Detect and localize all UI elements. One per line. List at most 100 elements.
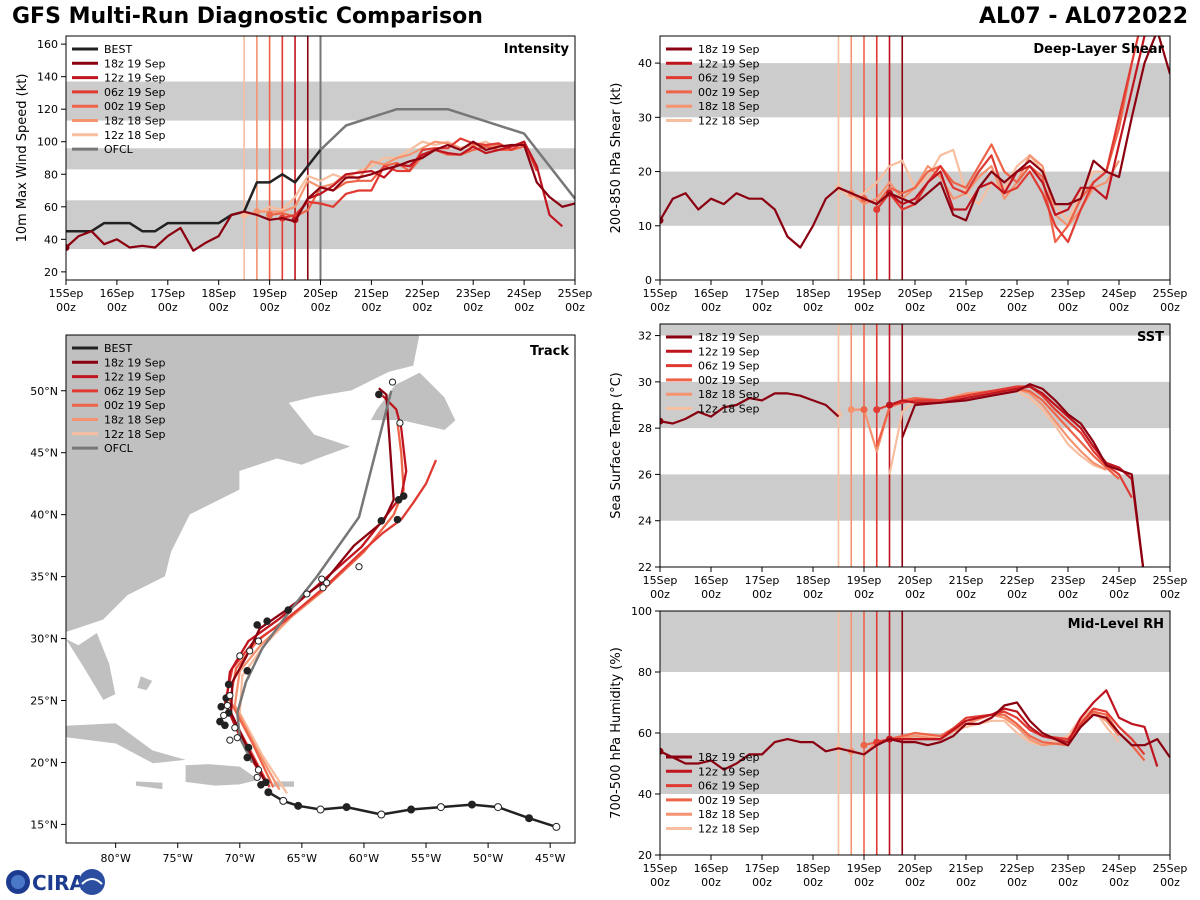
x-tick-label: 20Sep [898, 574, 933, 587]
legend-label: 06z 19 Sep [104, 86, 166, 99]
best-position-marker [467, 800, 476, 809]
forecast-position-marker [393, 515, 402, 524]
legend-label: OFCL [104, 442, 134, 455]
forecast-position-marker [226, 691, 234, 700]
legend-label: 00z 19 Sep [698, 86, 760, 99]
panel-title: SST [1137, 330, 1164, 345]
legend-label: 18z 18 Sep [104, 414, 166, 427]
forecast-position-marker [303, 590, 311, 598]
y-axis-label: 200-850 hPa Shear (kt) [609, 83, 624, 234]
x-tick-label: 21Sep [949, 574, 984, 587]
y-tick-label: 30°N [30, 633, 58, 646]
forecast-position-marker [284, 606, 293, 614]
best-position-marker [342, 803, 351, 812]
legend-label: 18z 19 Sep [104, 57, 166, 70]
y-axis-label: Sea Surface Temp (°C) [609, 372, 624, 519]
y-tick-label: 50°N [30, 385, 58, 398]
y-tick-label: 15°N [30, 818, 58, 831]
track-plot-area [66, 335, 561, 831]
legend-label: 06z 19 Sep [104, 385, 166, 398]
x-tick-label: 00z [209, 301, 229, 314]
x-tick-label: 00z [1109, 301, 1129, 314]
x-tick-label: 00z [650, 588, 670, 601]
x-tick-label: 19Sep [847, 287, 882, 300]
x-tick-label: 00z [107, 301, 127, 314]
x-tick-label: 00z [752, 588, 772, 601]
y-tick-label: 20 [638, 166, 652, 179]
best-position-marker [264, 788, 273, 797]
y-axis-label: 700-500 hPa Humidity (%) [609, 647, 624, 819]
forecast-position-marker [257, 780, 265, 789]
logo-text: CIRA [32, 871, 86, 895]
x-tick-label: 00z [412, 301, 432, 314]
x-tick-label: 45°W [535, 852, 565, 865]
y-tick-label: 32 [638, 330, 652, 343]
x-tick-label: 00z [1007, 301, 1027, 314]
y-tick-label: 140 [37, 71, 58, 84]
legend-label: 12z 19 Sep [698, 345, 760, 358]
forecast-position-marker [223, 701, 231, 710]
x-tick-label: 17Sep [745, 574, 780, 587]
x-tick-label: 00z [854, 301, 874, 314]
shade-band [660, 474, 1170, 521]
x-tick-label: 00z [1160, 876, 1180, 889]
forecast-position-marker [221, 721, 229, 730]
x-tick-label: 20Sep [303, 287, 338, 300]
legend-label: 18z 19 Sep [698, 751, 760, 764]
legend-label: 12z 18 Sep [698, 403, 760, 416]
x-tick-label: 18Sep [796, 862, 831, 875]
x-tick-label: 25Sep [1153, 574, 1188, 587]
run-start-marker [860, 741, 868, 749]
forecast-position-marker [253, 621, 261, 629]
legend-label: BEST [104, 342, 132, 355]
x-tick-label: 22Sep [1000, 287, 1035, 300]
run-line [863, 710, 1146, 762]
newfoundland-land [369, 371, 457, 431]
legend-label: 12z 19 Sep [698, 57, 760, 70]
jamaica-land [135, 780, 164, 791]
track-run-line [228, 422, 405, 788]
y-tick-label: 40 [44, 233, 58, 246]
run-line [875, 36, 1140, 244]
x-tick-label: 00z [1058, 301, 1078, 314]
x-tick-label: 17Sep [150, 287, 185, 300]
forecast-position-marker [246, 647, 254, 655]
x-tick-label: 00z [1058, 588, 1078, 601]
x-tick-label: 00z [701, 301, 721, 314]
y-tick-label: 40 [638, 788, 652, 801]
x-tick-label: 19Sep [847, 862, 882, 875]
forecast-position-marker [244, 743, 253, 752]
legend-label: 18z 19 Sep [104, 356, 166, 369]
y-tick-label: 30 [638, 376, 652, 389]
forecast-position-marker [318, 575, 326, 583]
best-position-marker [494, 803, 503, 812]
intensity-plot-area [66, 36, 575, 280]
forecast-position-marker [388, 378, 397, 386]
x-tick-label: 00z [701, 588, 721, 601]
x-tick-label: 23Sep [1051, 287, 1086, 300]
forecast-position-marker [263, 617, 271, 626]
x-tick-label: 70°W [225, 852, 255, 865]
forecast-position-marker [394, 495, 403, 504]
y-tick-label: 40 [638, 57, 652, 70]
run-start-marker [873, 206, 881, 214]
x-tick-label: 18Sep [201, 287, 236, 300]
x-tick-label: 24Sep [507, 287, 542, 300]
panel-title: Track [530, 344, 569, 359]
y-tick-label: 28 [638, 422, 652, 435]
forecast-position-marker [236, 652, 244, 660]
legend-label: OFCL [104, 143, 134, 156]
panel-title: Deep-Layer Shear [1033, 42, 1164, 57]
x-tick-label: 15Sep [643, 287, 678, 300]
best-position-marker [436, 803, 445, 812]
x-tick-label: 17Sep [745, 862, 780, 875]
run-start-marker [66, 243, 70, 251]
x-tick-label: 00z [905, 876, 925, 889]
legend-label: 12z 18 Sep [698, 823, 760, 836]
legend-label: 00z 19 Sep [698, 374, 760, 387]
y-tick-label: 20 [44, 266, 58, 279]
y-tick-label: 60 [44, 201, 58, 214]
run-start-marker [660, 417, 664, 425]
panel-title: Mid-Level RH [1068, 617, 1164, 632]
